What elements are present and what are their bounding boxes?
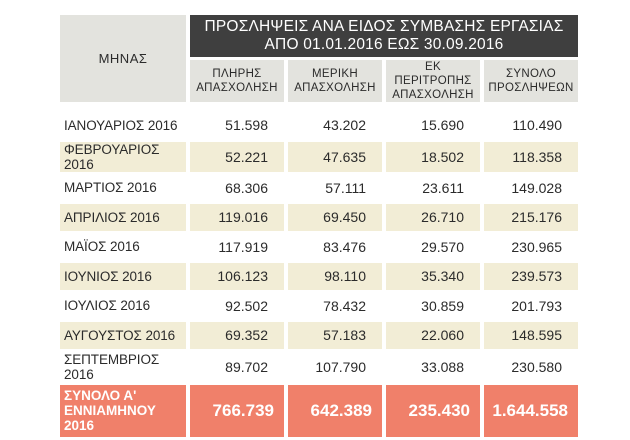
value-cell: 239.573 [484, 263, 578, 290]
value-cell: 68.306 [225, 179, 268, 196]
value-cell: 29.570 [421, 238, 464, 255]
total-cell: 235.430 [386, 384, 480, 437]
title-line-2: ΑΠΟ 01.01.2016 ΕΩΣ 30.09.2016 [264, 36, 504, 53]
value-cell: 78.432 [323, 297, 366, 314]
month-cell: ΙΑΝΟΥΑΡΙΟΣ 2016 [64, 117, 178, 133]
table-row: ΙΟΥΝΙΟΣ 2016 106.123 98.110 35.340 239.573 [60, 263, 578, 290]
value-cell: 117.919 [218, 238, 268, 255]
value-cell: 119.016 [190, 204, 284, 231]
value-cell: 118.358 [484, 141, 578, 172]
value-cell: 26.710 [386, 204, 480, 231]
value-cell: 52.221 [190, 141, 284, 172]
column-header-line: ΣΥΝΟΛΟ [505, 68, 556, 80]
column-header-line: ΑΠΑΣΧΟΛΗΣΗ [196, 82, 278, 94]
total-cell: 642.389 [288, 384, 382, 437]
value-cell: 89.702 [225, 358, 268, 375]
value-cell: 43.202 [323, 117, 366, 134]
hirings-table: ΜΗΝΑΣ ΠΡΟΣΛΗΨΕΙΣ ΑΝΑ ΕΙΔΟΣ ΣΥΜΒΑΣΗΣ ΕΡΓΑ… [56, 12, 582, 440]
table-row: ΑΠΡΙΛΙΟΣ 2016 119.016 69.450 26.710 215.176 [60, 204, 578, 231]
value-cell: 57.111 [325, 179, 366, 196]
value-cell: 15.690 [421, 117, 464, 134]
column-header-full-time: ΠΛΗΡΗΣ ΑΠΑΣΧΟΛΗΣΗ [190, 60, 284, 102]
column-header-line: ΑΠΑΣΧΟΛΗΣΗ [392, 89, 474, 101]
column-header-rotating: ΕΚ ΠΕΡΙΤΡΟΠΗΣ ΑΠΑΣΧΟΛΗΣΗ [386, 60, 480, 102]
month-cell: ΙΟΥΛΙΟΣ 2016 [64, 298, 151, 314]
value-cell: 33.088 [421, 358, 464, 375]
value-cell: 98.110 [288, 263, 382, 290]
value-cell: 230.965 [511, 238, 562, 255]
value-cell: 149.028 [511, 179, 562, 196]
table-title: ΠΡΟΣΛΗΨΕΙΣ ΑΝΑ ΕΙΔΟΣ ΣΥΜΒΑΣΗΣ ΕΡΓΑΣΙΑΣ Α… [190, 15, 578, 57]
month-cell: ΜΑΪΟΣ 2016 [64, 239, 140, 255]
table-row: ΜΑΡΤΙΟΣ 2016 68.306 57.111 23.611 149.028 [60, 175, 578, 202]
month-cell: ΑΠΡΙΛΙΟΣ 2016 [60, 204, 186, 231]
value-cell: 51.598 [225, 117, 268, 134]
value-cell: 201.793 [511, 297, 562, 314]
month-cell: ΜΑΡΤΙΟΣ 2016 [64, 180, 157, 196]
column-header-line: ΠΛΗΡΗΣ [212, 68, 262, 80]
value-cell: 47.635 [288, 141, 382, 172]
column-header-total: ΣΥΝΟΛΟ ΠΡΟΣΛΗΨΕΩΝ [484, 60, 578, 102]
month-cell: ΦΕΒΡΟΥΑΡΙΟΣ 2016 [60, 141, 186, 172]
column-header-line: ΠΡΟΣΛΗΨΕΩΝ [488, 82, 574, 94]
value-cell: 83.476 [323, 238, 366, 255]
total-cell: 1.644.558 [484, 384, 578, 437]
table-row: ΙΑΝΟΥΑΡΙΟΣ 2016 51.598 43.202 15.690 110.490 [60, 112, 578, 139]
month-cell: ΙΟΥΝΙΟΣ 2016 [60, 263, 186, 290]
value-cell: 23.611 [422, 179, 464, 196]
value-cell: 106.123 [190, 263, 284, 290]
column-header-part-time: ΜΕΡΙΚΗ ΑΠΑΣΧΟΛΗΣΗ [288, 60, 382, 102]
total-label: ΣΥΝΟΛΟ Α' ΕΝΝΙΑΜΗΝΟΥ 2016 [60, 384, 186, 437]
value-cell: 69.450 [288, 204, 382, 231]
column-header-line: ΑΠΑΣΧΟΛΗΣΗ [294, 82, 376, 94]
column-header-line: ΕΚ ΠΕΡΙΤΡΟΠΗΣ [394, 61, 472, 87]
total-cell: 766.739 [190, 384, 284, 437]
value-cell: 35.340 [386, 263, 480, 290]
table-row: ΙΟΥΛΙΟΣ 2016 92.502 78.432 30.859 201.793 [60, 293, 578, 320]
header-spacer [60, 105, 578, 109]
title-line-1: ΠΡΟΣΛΗΨΕΙΣ ΑΝΑ ΕΙΔΟΣ ΣΥΜΒΑΣΗΣ ΕΡΓΑΣΙΑΣ [204, 18, 564, 35]
total-row: ΣΥΝΟΛΟ Α' ΕΝΝΙΑΜΗΝΟΥ 2016 766.739 642.38… [60, 384, 578, 437]
table-row: ΦΕΒΡΟΥΑΡΙΟΣ 2016 52.221 47.635 18.502 118.35… [60, 141, 578, 172]
column-header-line: ΜΕΡΙΚΗ [312, 68, 358, 80]
table-row: ΑΥΓΟΥΣΤΟΣ 2016 69.352 57.183 22.060 148.595 [60, 322, 578, 349]
table-body: ΙΑΝΟΥΑΡΙΟΣ 2016 51.598 43.202 15.690 110.490… [60, 112, 578, 382]
value-cell: 57.183 [288, 322, 382, 349]
value-cell: 92.502 [225, 297, 268, 314]
value-cell: 22.060 [386, 322, 480, 349]
table-row: ΣΕΠΤΕΜΒΡΙΟΣ 2016 89.702 107.790 33.088 230.5… [60, 352, 578, 382]
value-cell: 30.859 [421, 297, 464, 314]
month-column-header: ΜΗΝΑΣ [60, 15, 186, 102]
month-cell: ΑΥΓΟΥΣΤΟΣ 2016 [60, 322, 186, 349]
value-cell: 215.176 [484, 204, 578, 231]
month-cell: ΣΕΠΤΕΜΒΡΙΟΣ 2016 [64, 351, 160, 382]
value-cell: 18.502 [386, 141, 480, 172]
value-cell: 148.595 [484, 322, 578, 349]
employment-table-panel: ΜΗΝΑΣ ΠΡΟΣΛΗΨΕΙΣ ΑΝΑ ΕΙΔΟΣ ΣΥΜΒΑΣΗΣ ΕΡΓΑ… [56, 12, 578, 440]
value-cell: 107.790 [315, 358, 366, 375]
table-row: ΜΑΪΟΣ 2016 117.919 83.476 29.570 230.965 [60, 234, 578, 261]
value-cell: 110.490 [512, 117, 562, 134]
value-cell: 230.580 [511, 358, 562, 375]
value-cell: 69.352 [190, 322, 284, 349]
